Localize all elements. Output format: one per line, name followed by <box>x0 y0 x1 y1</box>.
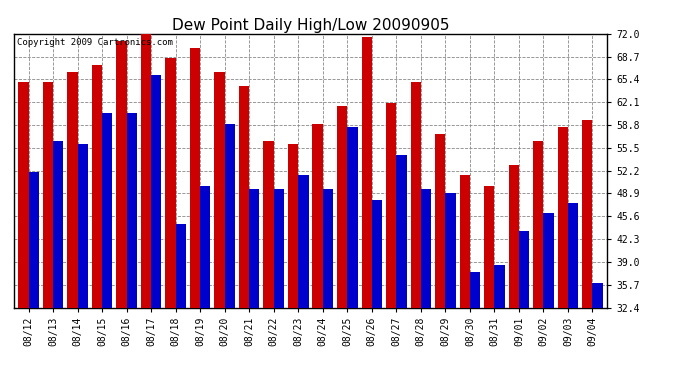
Bar <box>411 82 421 308</box>
Bar <box>460 176 470 308</box>
Bar <box>558 127 568 308</box>
Bar <box>372 200 382 308</box>
Bar <box>362 37 372 308</box>
Bar <box>92 65 102 308</box>
Bar <box>117 40 126 308</box>
Bar <box>18 82 28 308</box>
Bar <box>288 144 298 308</box>
Title: Dew Point Daily High/Low 20090905: Dew Point Daily High/Low 20090905 <box>172 18 449 33</box>
Bar <box>274 189 284 308</box>
Bar <box>386 103 396 308</box>
Bar <box>141 30 151 308</box>
Bar <box>126 113 137 308</box>
Bar <box>470 272 480 308</box>
Bar <box>337 106 347 308</box>
Bar <box>313 124 323 308</box>
Bar <box>151 75 161 308</box>
Bar <box>176 224 186 308</box>
Bar <box>239 86 249 308</box>
Bar <box>533 141 544 308</box>
Bar <box>249 189 259 308</box>
Bar <box>495 266 504 308</box>
Bar <box>484 186 495 308</box>
Bar <box>200 186 210 308</box>
Bar <box>593 283 603 308</box>
Bar <box>102 113 112 308</box>
Bar <box>396 155 406 308</box>
Bar <box>519 231 529 308</box>
Bar <box>568 203 578 308</box>
Bar <box>215 72 225 308</box>
Bar <box>445 193 455 308</box>
Bar <box>166 58 176 308</box>
Bar <box>77 144 88 308</box>
Bar <box>435 134 445 308</box>
Bar <box>190 48 200 308</box>
Bar <box>28 172 39 308</box>
Bar <box>347 127 357 308</box>
Bar <box>67 72 77 308</box>
Bar <box>264 141 274 308</box>
Bar <box>509 165 519 308</box>
Bar <box>225 124 235 308</box>
Bar <box>53 141 63 308</box>
Text: Copyright 2009 Cartronics.com: Copyright 2009 Cartronics.com <box>17 38 172 47</box>
Bar <box>298 176 308 308</box>
Bar <box>323 189 333 308</box>
Bar <box>544 213 554 308</box>
Bar <box>421 189 431 308</box>
Bar <box>582 120 593 308</box>
Bar <box>43 82 53 308</box>
